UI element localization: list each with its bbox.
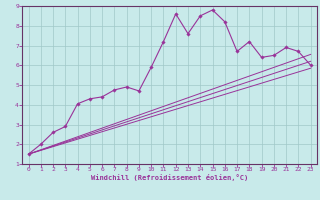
X-axis label: Windchill (Refroidissement éolien,°C): Windchill (Refroidissement éolien,°C): [91, 174, 248, 181]
